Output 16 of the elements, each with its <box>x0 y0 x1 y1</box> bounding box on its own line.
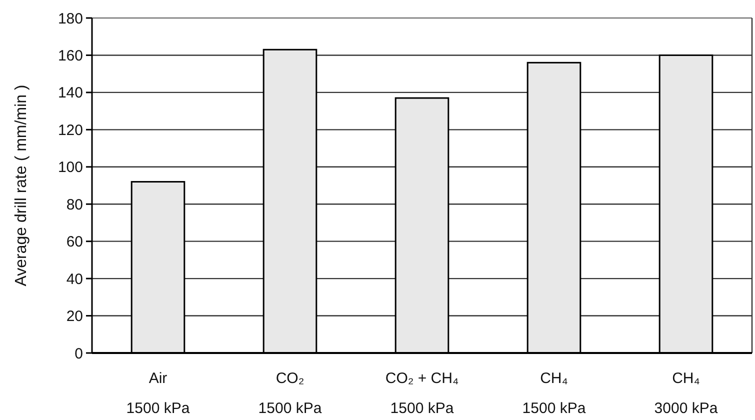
x-tick-label: CO₂ 1500 kPa <box>258 370 322 417</box>
x-tick-label: Air 1500 kPa <box>126 370 190 417</box>
x-tick-label: CH₄ 3000 kPa <box>654 370 718 417</box>
y-tick-label: 180 <box>58 10 83 28</box>
y-axis-title: Average drill rate ( mm/min ) <box>13 84 30 286</box>
x-tick-label: CH₄ 1500 kPa <box>522 370 586 417</box>
y-tick-label: 100 <box>58 159 83 176</box>
y-tick-label: 40 <box>66 270 83 288</box>
y-tick-label: 80 <box>66 196 83 214</box>
y-tick-label: 20 <box>66 308 83 326</box>
y-tick-label: 120 <box>58 122 83 139</box>
y-tick-label: 60 <box>66 234 83 251</box>
x-tick-label: CO₂ + CH₄ 1500 kPa <box>385 370 459 417</box>
y-tick-label: 160 <box>58 47 83 64</box>
y-tick-label: 0 <box>74 345 83 362</box>
y-tick-label: 140 <box>58 84 83 102</box>
